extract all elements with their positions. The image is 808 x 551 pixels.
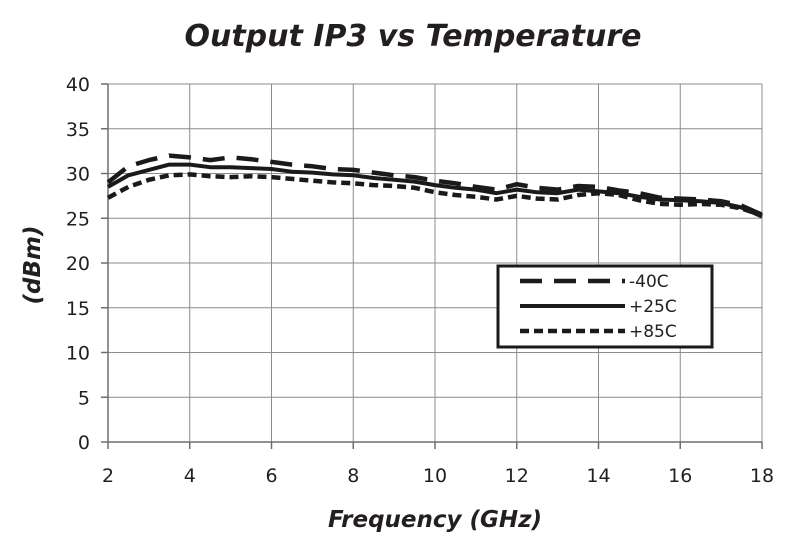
y-tick-label-25: 25	[66, 208, 90, 230]
y-tick-labels: 0 5 10 15 20 25 30 35 40	[66, 74, 90, 454]
series-line-2	[106, 172, 763, 218]
y-tick-label-5: 5	[78, 387, 90, 409]
y-tick-label-20: 20	[66, 253, 90, 275]
series-line-0	[106, 153, 763, 217]
x-tick-label-4: 4	[184, 465, 196, 487]
legend: -40C +25C +85C	[496, 264, 714, 349]
x-tick-label-18: 18	[750, 465, 774, 487]
x-tick-label-10: 10	[423, 465, 447, 487]
x-tick-label-8: 8	[347, 465, 359, 487]
y-tick-label-30: 30	[66, 164, 90, 186]
x-tick-label-14: 14	[586, 465, 610, 487]
x-tick-label-16: 16	[668, 465, 692, 487]
gridlines	[108, 83, 763, 442]
x-tick-label-2: 2	[102, 465, 114, 487]
legend-label-plus-85c: +85C	[629, 322, 677, 342]
series-lines	[106, 153, 763, 219]
y-tick-label-0: 0	[78, 432, 90, 454]
y-tick-label-10: 10	[66, 343, 90, 365]
x-axis-title: Frequency (GHz)	[328, 507, 542, 533]
legend-label-plus-25c: +25C	[629, 297, 677, 317]
x-tick-label-12: 12	[505, 465, 529, 487]
legend-label-minus-40c: -40C	[629, 272, 669, 292]
y-tick-label-15: 15	[66, 298, 90, 320]
y-tick-label-40: 40	[66, 74, 90, 96]
x-tick-label-6: 6	[265, 465, 277, 487]
axes	[101, 83, 763, 449]
y-axis-title: (dBm)	[20, 226, 46, 305]
chart-title: Output IP3 vs Temperature	[184, 19, 641, 54]
y-tick-label-35: 35	[66, 119, 90, 141]
series-line-1	[107, 162, 763, 219]
x-tick-labels: 2 4 6 8 10 12 14 16 18	[102, 465, 774, 487]
